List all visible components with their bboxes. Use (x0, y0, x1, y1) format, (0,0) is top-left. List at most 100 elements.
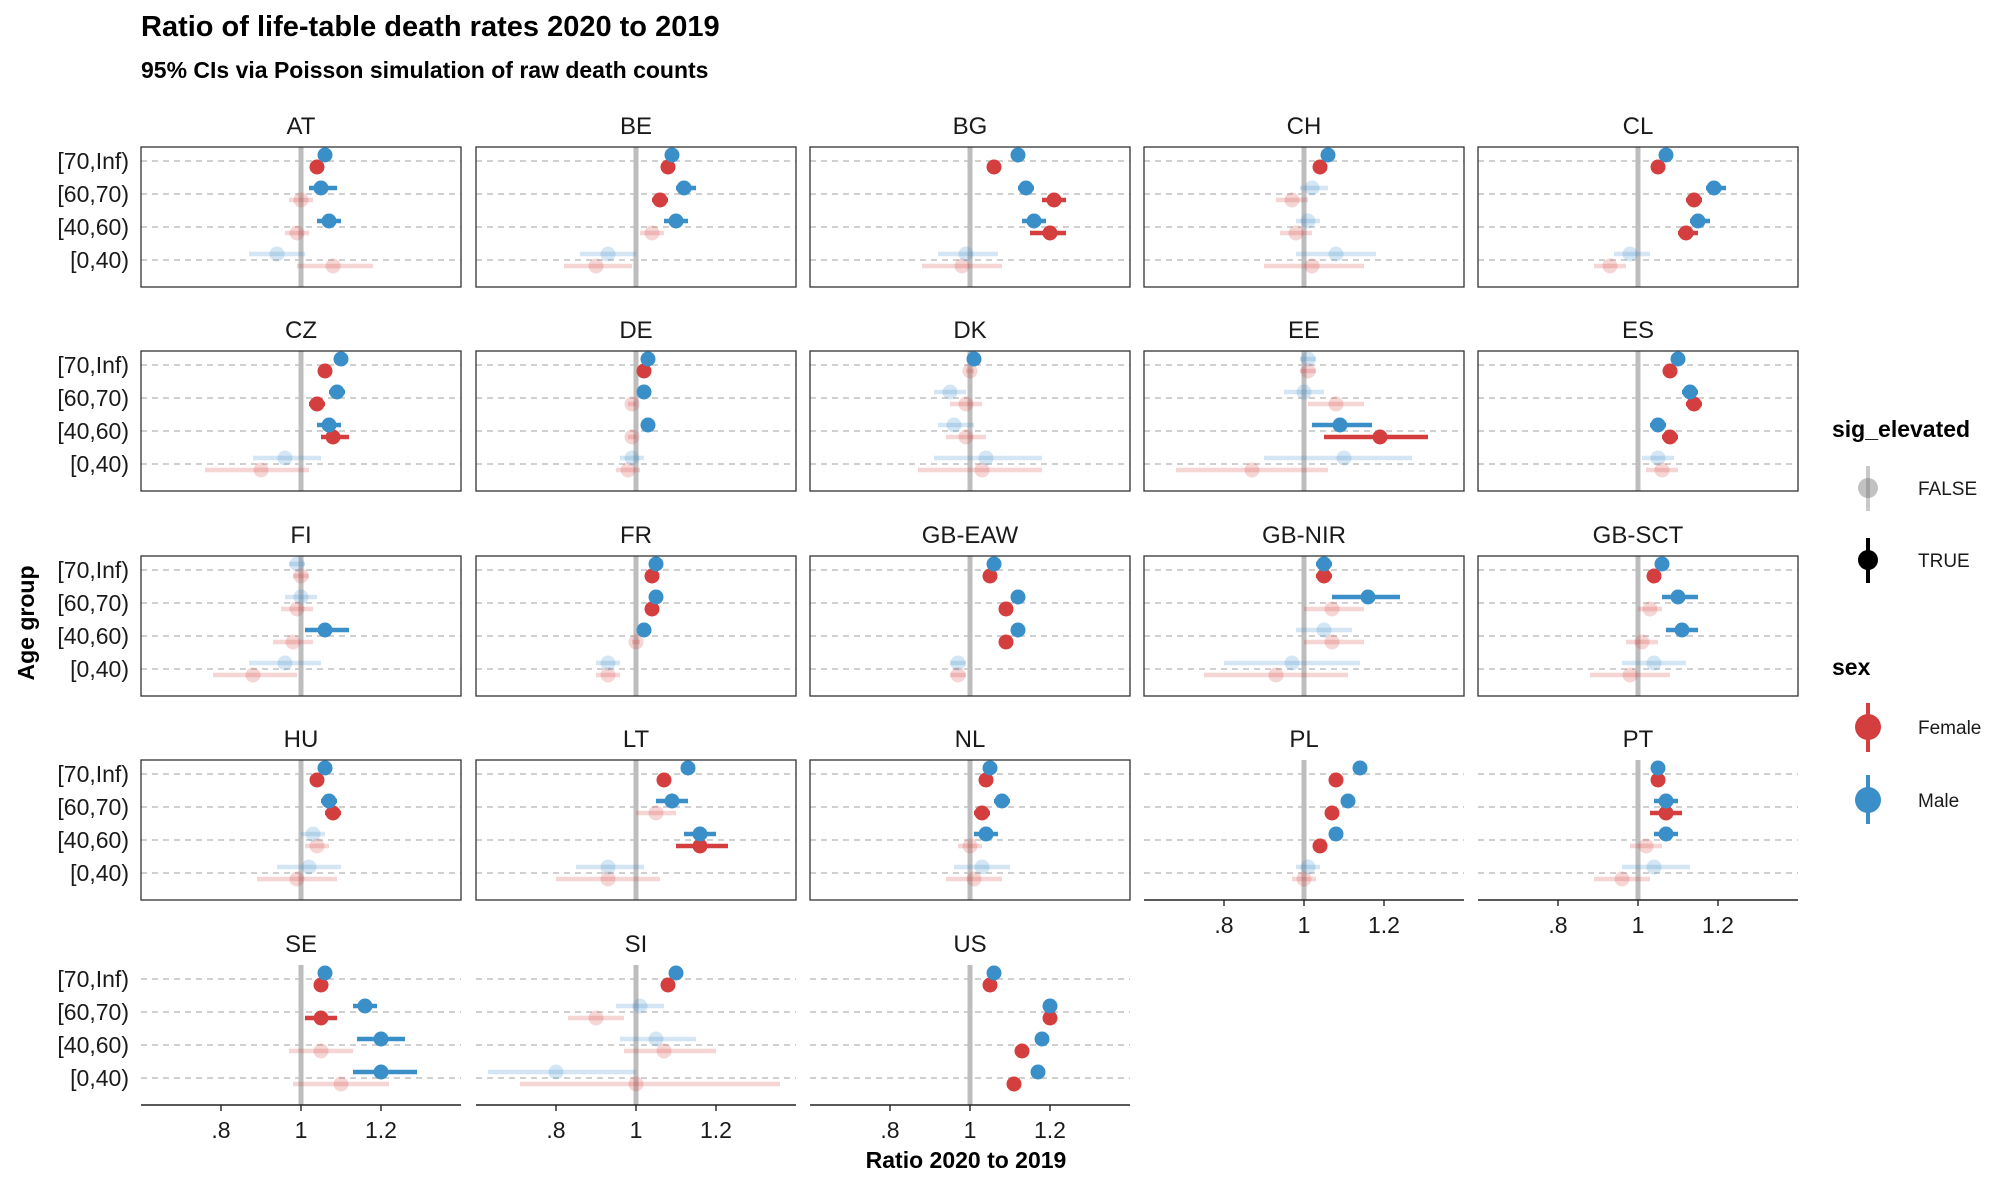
chart-title: Ratio of life-table death rates 2020 to … (141, 11, 720, 43)
x-tick-label: .8 (1214, 912, 1233, 938)
point-female-70-inf (656, 772, 672, 788)
point-female-40-60 (289, 225, 305, 241)
point-female-40-60 (1678, 225, 1694, 241)
point-female-60-70 (624, 396, 640, 412)
point-male-60-70 (636, 384, 652, 400)
point-male-70-inf (668, 965, 684, 981)
point-male-40-60 (636, 622, 652, 638)
point-female-40-60 (628, 634, 644, 650)
point-female-70-inf (986, 159, 1002, 175)
point-female-40-60 (1638, 838, 1654, 854)
facet-panel-lt: LT (475, 726, 797, 901)
point-male-70-inf (317, 760, 333, 776)
x-tick-label: 1.2 (1034, 1117, 1066, 1143)
point-female-70-inf (1650, 772, 1666, 788)
facet-label: GB-NIR (1262, 522, 1346, 549)
point-male-0-40 (958, 246, 974, 262)
point-female-40-60 (1634, 634, 1650, 650)
facet-panel-gb-nir: GB-NIR (1143, 522, 1465, 697)
point-male-60-70 (664, 793, 680, 809)
point-male-70-inf (1658, 147, 1674, 163)
point-male-60-70 (293, 589, 309, 605)
point-male-0-40 (1336, 450, 1352, 466)
facet-label: DE (619, 317, 652, 344)
point-male-0-40 (301, 859, 317, 875)
point-male-0-40 (624, 450, 640, 466)
facet-label: DK (953, 317, 986, 344)
point-male-0-40 (1328, 246, 1344, 262)
point-female-0-40 (974, 462, 990, 478)
facet-panel-bg: BG (809, 113, 1131, 288)
point-male-0-40 (1622, 246, 1638, 262)
point-male-70-inf (317, 147, 333, 163)
panel-border (475, 350, 797, 492)
facet-panel-de: DE (475, 317, 797, 492)
facet-label: ES (1622, 317, 1654, 344)
point-female-70-inf (313, 977, 329, 993)
point-male-70-inf (317, 965, 333, 981)
point-female-0-40 (1268, 667, 1284, 683)
point-male-40-60 (1650, 417, 1666, 433)
point-male-70-inf (1352, 760, 1368, 776)
point-female-60-70 (309, 396, 325, 412)
facet-panel-gb-sct: GB-SCT (1477, 522, 1799, 697)
point-female-40-60 (1312, 838, 1328, 854)
point-male-70-inf (1670, 351, 1686, 367)
point-male-60-70 (1658, 793, 1674, 809)
point-male-0-40 (600, 859, 616, 875)
point-female-60-70 (1324, 601, 1340, 617)
facet-panel-se: SE .8 1 1.2 [70,Inf) [60,70) [40,60) [0,40) (57, 931, 461, 1143)
facet-label: BE (620, 113, 652, 140)
point-male-70-inf (982, 760, 998, 776)
x-tick-label: .8 (880, 1117, 899, 1143)
facet-label: SE (285, 931, 317, 958)
panel-border (809, 759, 1131, 901)
facet-panel-dk: DK (809, 317, 1131, 492)
legend-key-male-dot (1855, 787, 1881, 813)
facet-panel-fr: FR (475, 522, 797, 697)
y-tick-label: [70,Inf) (57, 761, 129, 787)
point-female-40-60 (962, 838, 978, 854)
point-male-0-40 (1284, 655, 1300, 671)
point-male-40-60 (1034, 1031, 1050, 1047)
x-tick-label: 1.2 (700, 1117, 732, 1143)
point-female-40-60 (656, 1043, 672, 1059)
point-male-60-70 (1042, 998, 1058, 1014)
point-male-40-60 (305, 826, 321, 842)
point-male-60-70 (942, 384, 958, 400)
point-male-0-40 (277, 655, 293, 671)
facet-label: AT (287, 113, 316, 140)
point-female-60-70 (648, 805, 664, 821)
point-female-0-40 (966, 871, 982, 887)
point-female-0-40 (245, 667, 261, 683)
point-female-60-70 (325, 805, 341, 821)
point-male-0-40 (1300, 859, 1316, 875)
point-female-60-70 (974, 805, 990, 821)
y-tick-label: [40,60) (57, 214, 129, 240)
point-male-60-70 (1018, 180, 1034, 196)
facet-panel-pl: PL .8 1 1.2 (1144, 726, 1464, 938)
x-tick-label: 1.2 (365, 1117, 397, 1143)
point-female-0-40 (950, 667, 966, 683)
point-female-60-70 (289, 601, 305, 617)
panel-border (475, 759, 797, 901)
point-male-60-70 (329, 384, 345, 400)
point-female-40-60 (309, 838, 325, 854)
point-female-70-inf (660, 977, 676, 993)
point-female-60-70 (313, 1010, 329, 1026)
facet-panel-ch: CH (1143, 113, 1465, 288)
point-male-70-inf (1654, 556, 1670, 572)
point-female-60-70 (293, 192, 309, 208)
point-male-60-70 (313, 180, 329, 196)
x-tick-label: 1 (630, 1117, 643, 1143)
point-male-60-70 (676, 180, 692, 196)
point-female-70-inf (1300, 363, 1316, 379)
point-female-60-70 (1328, 396, 1344, 412)
y-axis-title: Age group (13, 566, 39, 681)
point-female-0-40 (289, 871, 305, 887)
point-female-40-60 (325, 429, 341, 445)
point-female-70-inf (1312, 159, 1328, 175)
x-tick-label: .8 (211, 1117, 230, 1143)
point-female-40-60 (644, 225, 660, 241)
point-female-70-inf (1650, 159, 1666, 175)
